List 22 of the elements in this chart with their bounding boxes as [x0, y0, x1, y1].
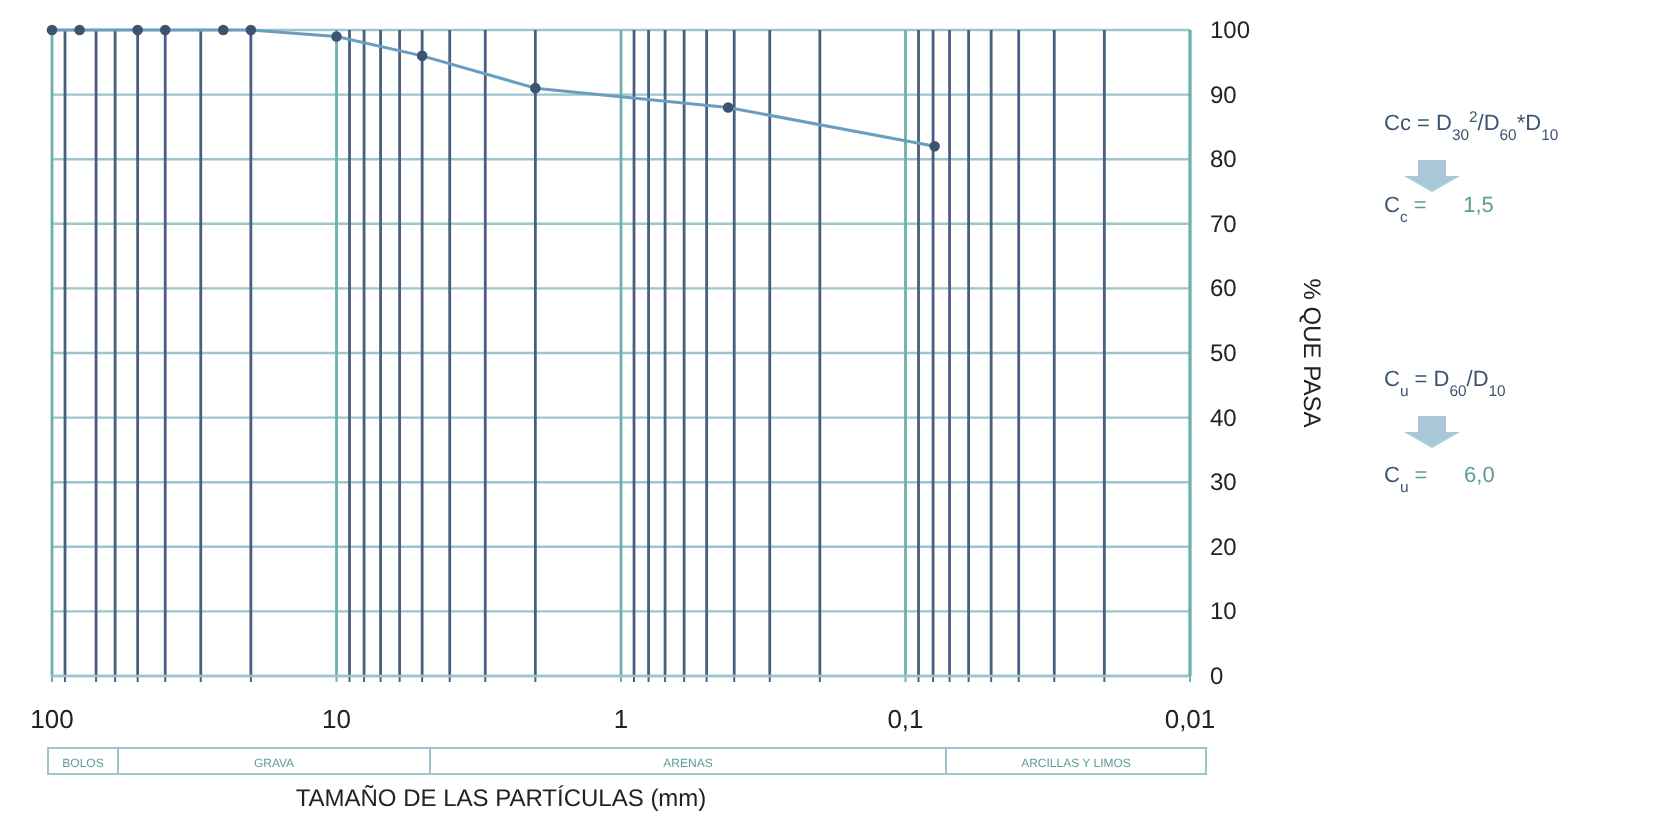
x-axis-title: TAMAÑO DE LAS PARTÍCULAS (mm)	[295, 784, 707, 812]
y-tick-label: 50	[1210, 339, 1238, 367]
text: C$_{u}$ = D$_{60}$/D$_{10}$	[1384, 368, 1506, 399]
text: C$_{c}$ = 1,5	[1384, 194, 1494, 225]
x-tick-label: 10	[322, 704, 351, 734]
text: Cc = D$_{30}$$^{2}$/D$_{60}$*D$_{10}$	[1384, 107, 1559, 143]
y-tick-label: 90	[1210, 80, 1238, 109]
x-tick-label: 0,1	[887, 704, 924, 734]
text: C$_{u}$ = 6,0	[1384, 464, 1495, 495]
x-tick-label: 0,01	[1164, 704, 1216, 734]
y-tick-label: 0	[1210, 662, 1224, 690]
y-tick-label: 80	[1210, 145, 1238, 174]
y-tick-label: 40	[1210, 403, 1238, 432]
y-axis-title: % QUE PASA	[1298, 278, 1326, 428]
y-tick-label: 30	[1210, 468, 1238, 497]
y-tick-label: 60	[1210, 274, 1238, 303]
y-tick-label: 20	[1210, 532, 1238, 561]
y-tick-label: 100	[1210, 16, 1251, 44]
y-tick-label: 10	[1210, 597, 1238, 626]
y-tick-label: 70	[1210, 209, 1238, 238]
x-tick-label: 1	[613, 704, 629, 734]
x-tick-label: 100	[30, 704, 74, 734]
